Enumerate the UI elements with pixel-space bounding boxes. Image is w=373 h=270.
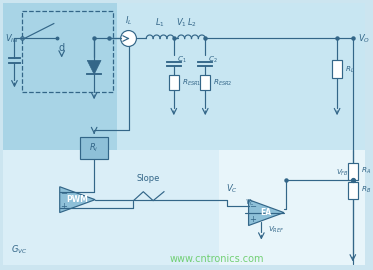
FancyBboxPatch shape [3,150,219,265]
FancyBboxPatch shape [348,163,358,180]
FancyBboxPatch shape [332,60,342,78]
FancyBboxPatch shape [3,3,365,150]
Text: $I_L$: $I_L$ [125,14,132,26]
Text: +: + [60,202,67,211]
Text: −: − [249,202,256,211]
Text: Slope: Slope [137,174,160,183]
Text: $R_{ESR2}$: $R_{ESR2}$ [213,78,233,88]
Text: $R_B$: $R_B$ [361,185,371,195]
Text: $V_{REF}$: $V_{REF}$ [268,224,285,235]
Text: $R_A$: $R_A$ [361,166,371,176]
FancyBboxPatch shape [200,75,210,90]
FancyBboxPatch shape [219,150,365,265]
Text: $V_1$: $V_1$ [176,16,186,29]
FancyBboxPatch shape [169,75,179,90]
Polygon shape [60,187,95,212]
Text: $V_C$: $V_C$ [226,182,238,195]
Text: d: d [59,43,65,53]
Text: $V_C$: $V_C$ [245,197,255,208]
FancyBboxPatch shape [80,137,108,159]
Text: $R_{ESR1}$: $R_{ESR1}$ [182,78,201,88]
Text: −: − [60,189,67,198]
Text: EA: EA [261,208,272,217]
Circle shape [121,31,137,46]
Text: $V_{FB}$: $V_{FB}$ [336,168,349,178]
Text: PWM: PWM [66,195,88,204]
Text: $V_{IN}$: $V_{IN}$ [4,32,18,45]
FancyBboxPatch shape [117,3,365,150]
Text: $R_i$: $R_i$ [90,142,99,154]
FancyBboxPatch shape [348,182,358,199]
Polygon shape [87,60,101,74]
Text: $V_O$: $V_O$ [358,32,370,45]
Text: $L_1$: $L_1$ [155,16,165,29]
Text: +: + [249,215,256,224]
Text: $R_L$: $R_L$ [345,65,354,75]
Text: $G_{VC}$: $G_{VC}$ [10,243,27,256]
Text: $L_2$: $L_2$ [186,16,197,29]
Polygon shape [248,200,284,225]
Text: $C_1$: $C_1$ [177,55,186,66]
Text: $C_2$: $C_2$ [208,55,218,66]
Text: www.cntronics.com: www.cntronics.com [170,254,264,264]
